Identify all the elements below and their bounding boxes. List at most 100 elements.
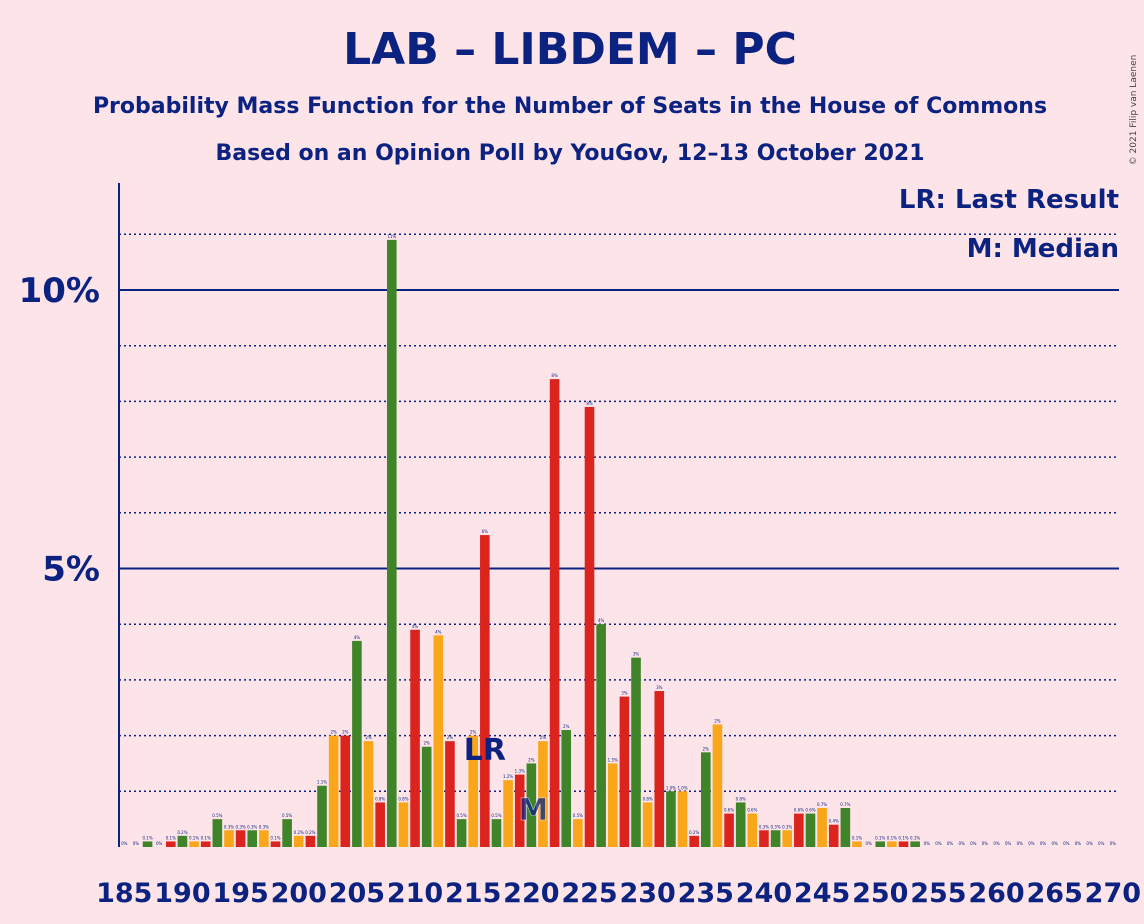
x-tick-label: 190 [154,878,210,909]
bar-value-label: 3% [621,691,628,696]
bar-value-label: 1.0% [666,785,676,790]
bar-value-label: 1.2% [503,774,513,779]
bar-labels: 0% 0%0.1%0%0.1%0.2%0.1% 0.1%0.5%0.3% 0.3% 0.… [121,234,1116,846]
bar-value-label: 0.6% [724,808,734,813]
bar-value-label: 0.2% [305,830,315,835]
bar-value-label: 0% [156,841,163,846]
bar-seat-190 [177,835,188,847]
bar-value-label: 0.8% [643,796,653,801]
bar-seat-246 [828,824,839,847]
bar-seat-241 [770,830,781,847]
bar-value-label: 6% [482,529,489,534]
legend-median: M: Median [967,234,1119,264]
bar-seat-205 [352,640,362,847]
bar-value-label: 0.8% [736,796,746,801]
bar-value-label: 0% [865,841,872,846]
bar-value-label: 0.1% [189,835,199,840]
median-marker: M [518,793,548,828]
bar-seat-238 [735,802,746,847]
bar-value-label: 2% [330,730,337,735]
bar-seat-200 [293,835,304,847]
bar-value-label: 1.0% [677,785,687,790]
bar-seat-203 [328,735,339,847]
bar-seat-230 [642,802,653,847]
bar-value-label: 0% [1086,841,1093,846]
bar-seat-195 [235,830,246,847]
bar-value-label: 0.2% [177,830,187,835]
bar-value-label: 0.3% [247,824,257,829]
bar-value-label: 0.1% [910,835,920,840]
y-axis: 5% 10% [19,183,120,847]
x-tick-label: 240 [736,878,792,909]
credit-text: © 2021 Filip van Laenen [1129,55,1139,166]
bar-value-label: 0% [1063,841,1070,846]
bar-seat-192 [200,841,211,847]
bar-seat-213 [445,741,455,847]
bar-seat-242 [782,830,793,847]
bar-seat-237 [724,813,734,847]
bar-seat-197 [259,830,269,847]
x-tick-label: 255 [910,878,966,909]
bar-seat-204 [340,735,351,847]
bar-value-label: 0.8% [375,796,385,801]
x-tick-label: 195 [212,878,268,909]
bar-seat-216 [480,535,490,847]
y-tick-label: 10% [19,271,100,311]
x-tick-label: 225 [561,878,617,909]
bar-value-label: 0.6% [794,808,804,813]
bar-value-label: 2% [528,757,535,762]
bar-seat-198 [270,841,281,847]
bar-value-label: 0% [1017,841,1024,846]
x-tick-label: 245 [794,878,850,909]
bar-seat-206 [363,741,374,847]
bar-value-label: 4% [412,624,419,629]
bar-value-label: 0.7% [840,802,850,807]
x-tick-label: 260 [968,878,1024,909]
bar-value-label: 0% [133,841,140,846]
bar-seat-231 [654,691,665,847]
bar-value-label: 0% [1052,841,1059,846]
bar-value-label: 0.1% [201,835,211,840]
bar-seat-234 [689,835,699,847]
x-tick-label: 215 [445,878,501,909]
x-tick-label: 200 [271,878,327,909]
bar-seat-208 [386,239,397,847]
bar-value-label: 0.1% [887,835,897,840]
x-tick-label: 210 [387,878,443,909]
x-tick-label: 220 [503,878,559,909]
bar-value-label: 2% [470,730,477,735]
bar-value-label: 0.3% [224,824,234,829]
bar-value-label: 0% [947,841,954,846]
bar-value-label: 2% [563,724,570,729]
legend-last-result: LR: Last Result [899,185,1119,215]
bar-seat-244 [805,813,816,847]
bar-value-label: 0.2% [689,830,699,835]
bar-value-label: 2% [365,735,372,740]
bar-value-label: 0% [1005,841,1012,846]
bar-seat-240 [759,830,769,847]
bar-seat-217 [491,819,502,847]
bar-value-label: 0% [121,841,128,846]
bar-seat-250 [875,841,886,847]
bar-seat-201 [305,835,316,847]
bar-value-label: 4% [435,629,442,634]
bar-seat-243 [794,813,804,847]
bar-value-label: 2% [424,741,431,746]
bar-seat-196 [247,830,258,847]
bar-seat-225 [584,406,595,847]
bar-seat-202 [317,785,327,847]
bar-seat-223 [561,730,572,847]
bar-value-label: 0.1% [852,835,862,840]
chart-subtitle-1: Probability Mass Function for the Number… [93,94,1047,119]
x-tick-label: 205 [329,878,385,909]
bar-seat-189 [166,841,176,847]
bar-value-label: 3% [633,652,640,657]
bar-seat-220 [526,763,537,847]
bar-value-label: 0.3% [770,824,780,829]
x-axis: 185 190 195 200 205 210 215 220 225 230 235 240 245 2… [96,878,1141,909]
bar-value-label: 1.3% [515,769,525,774]
x-tick-label: 250 [852,878,908,909]
gridlines [119,233,1119,793]
bar-seat-251 [887,841,897,847]
